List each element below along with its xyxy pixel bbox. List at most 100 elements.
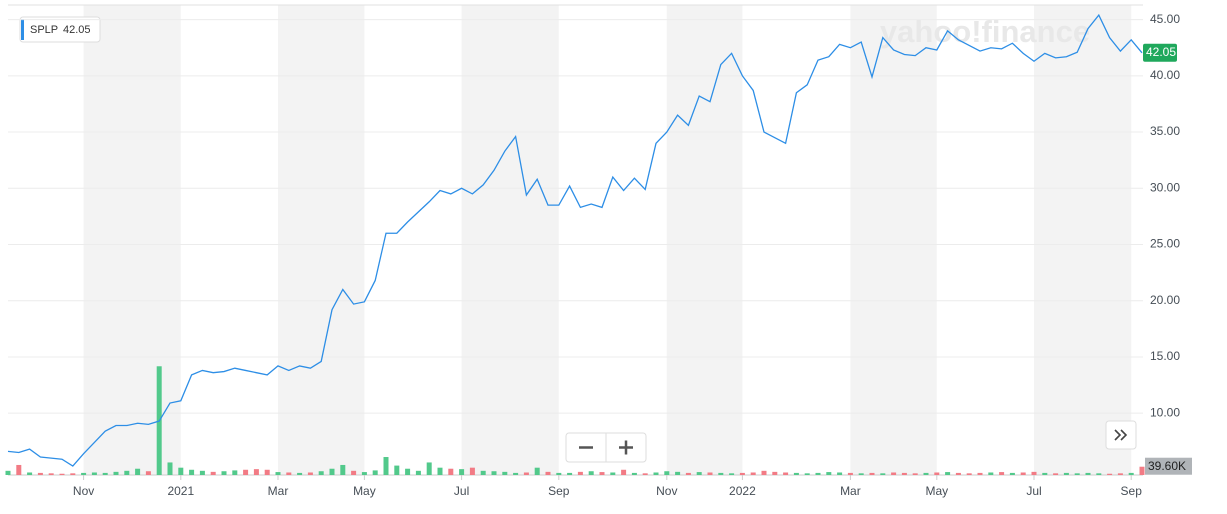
volume-bar xyxy=(394,465,400,475)
volume-bar xyxy=(124,470,130,475)
month-band xyxy=(461,5,559,475)
volume-bar xyxy=(1074,473,1080,475)
volume-bar xyxy=(167,462,173,475)
volume-bar xyxy=(610,472,616,475)
volume-bar xyxy=(804,473,810,475)
volume-bar xyxy=(988,472,994,475)
volume-bar xyxy=(901,472,907,475)
volume-bar xyxy=(977,472,983,475)
volume-bar xyxy=(556,472,562,475)
volume-bar xyxy=(739,472,745,475)
volume-bar xyxy=(772,471,778,475)
volume-bar xyxy=(599,472,605,475)
volume-bar xyxy=(891,472,897,475)
legend-value: 42.05 xyxy=(63,24,91,36)
volume-bar xyxy=(243,469,249,475)
y-tick-label: 35.00 xyxy=(1150,124,1180,138)
volume-bar xyxy=(523,472,529,475)
month-band xyxy=(850,5,937,475)
volume-bar xyxy=(221,471,227,475)
month-band xyxy=(666,5,743,475)
volume-bar xyxy=(1128,472,1134,475)
volume-bar xyxy=(178,467,184,475)
month-bands xyxy=(83,5,1132,475)
volume-bar xyxy=(696,472,702,475)
volume-bar xyxy=(5,470,11,475)
volume-bar xyxy=(275,472,281,475)
volume-bar xyxy=(372,470,378,475)
volume-bar xyxy=(426,462,432,475)
volume-bar xyxy=(513,472,519,475)
volume-bar xyxy=(59,473,65,475)
x-tick-label: May xyxy=(353,484,376,498)
volume-bar xyxy=(588,471,594,475)
volume-bar xyxy=(351,470,357,475)
volume-bar xyxy=(815,472,821,475)
volume-bar xyxy=(923,472,929,475)
volume-bar xyxy=(1009,472,1015,475)
y-tick-label: 40.00 xyxy=(1150,68,1180,82)
volume-bar xyxy=(383,457,389,475)
month-band xyxy=(278,5,365,475)
volume-bar xyxy=(135,468,141,475)
volume-bar xyxy=(664,471,670,475)
volume-bar xyxy=(91,472,97,475)
volume-bar xyxy=(210,471,216,475)
volume-bar xyxy=(966,473,972,475)
volume-bar xyxy=(534,467,540,475)
volume-bar xyxy=(1031,471,1037,475)
volume-bar xyxy=(264,469,270,475)
x-tick-label: 2022 xyxy=(729,484,756,498)
volume-bar xyxy=(361,472,367,475)
scroll-button[interactable] xyxy=(1105,420,1137,450)
y-tick-label: 20.00 xyxy=(1150,293,1180,307)
scroll-icon xyxy=(1114,429,1122,441)
volume-bar xyxy=(718,472,724,475)
volume-bar xyxy=(1020,472,1026,475)
volume-bar xyxy=(1042,472,1048,475)
volume-bar xyxy=(621,469,627,475)
volume-bar xyxy=(1085,472,1091,475)
volume-bar xyxy=(955,472,961,475)
volume-bar xyxy=(675,471,681,475)
volume-bar xyxy=(27,472,33,475)
y-tick-label: 25.00 xyxy=(1150,237,1180,251)
volume-bar xyxy=(329,468,335,475)
x-tick-label: 2021 xyxy=(167,484,194,498)
volume-bar xyxy=(1096,473,1102,475)
volume-bar xyxy=(729,473,735,475)
volume-bar xyxy=(869,472,875,475)
volume-bar xyxy=(631,472,637,475)
price-tag xyxy=(1143,43,1177,62)
volume-bar xyxy=(16,464,22,475)
x-tick-label: Sep xyxy=(1121,484,1143,498)
zoom-controls[interactable] xyxy=(565,432,647,463)
volume-bar xyxy=(232,470,238,475)
legend: SPLP 42.05 xyxy=(19,16,101,43)
price-tag-label: 42.05 xyxy=(1146,45,1176,59)
x-tick-label: May xyxy=(925,484,948,498)
volume-bar xyxy=(415,470,421,475)
volume-bar xyxy=(480,470,486,475)
month-band xyxy=(1034,5,1132,475)
volume-bar xyxy=(847,472,853,475)
volume-bar xyxy=(491,471,497,475)
volume-bar xyxy=(286,472,292,475)
volume-bar xyxy=(102,472,108,475)
legend-name: SPLP xyxy=(30,24,58,36)
x-tick-label: Sep xyxy=(548,484,570,498)
volume-bar xyxy=(307,472,313,475)
volume-bar xyxy=(567,472,573,475)
x-tick-label: Jul xyxy=(454,484,469,498)
volume-bar xyxy=(405,468,411,475)
volume-bar xyxy=(750,472,756,475)
volume-bar xyxy=(318,471,324,475)
volume-bar xyxy=(826,472,832,475)
volume-bar xyxy=(70,473,76,475)
volume-bar xyxy=(999,472,1005,475)
volume-bar xyxy=(253,469,259,475)
volume-bar xyxy=(145,471,151,475)
volume-bar xyxy=(469,467,475,475)
price-line xyxy=(7,13,1143,467)
